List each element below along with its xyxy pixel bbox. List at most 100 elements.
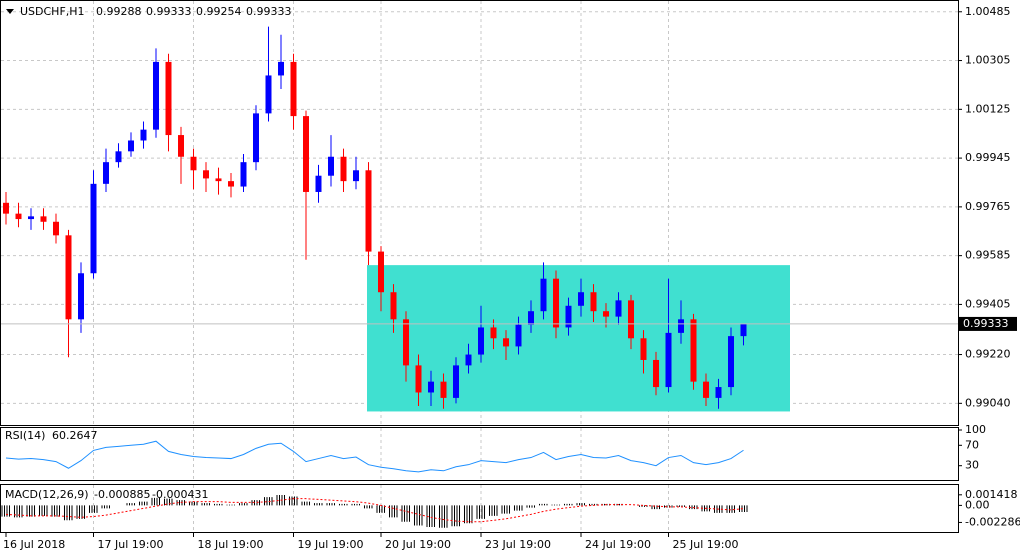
rsi-tick-label: 70 (965, 438, 979, 451)
candle-body (628, 300, 634, 339)
candle-body (278, 61, 284, 76)
candle-body (590, 292, 597, 312)
candle-body (353, 170, 359, 182)
x-tick-label: 16 Jul 2018 (3, 538, 65, 551)
candle-body (378, 251, 384, 293)
candle-body (365, 170, 372, 252)
x-tick-label: 18 Jul 19:00 (198, 538, 264, 551)
candle-body (290, 61, 297, 117)
rsi-line (5, 440, 744, 473)
rsi-panel (0, 427, 959, 481)
candle-body (15, 213, 22, 220)
candle-body (553, 278, 559, 328)
y-tick-label: 0.99405 (965, 297, 1011, 310)
rsi-tick-label: 30 (965, 459, 979, 472)
candle-body (53, 221, 59, 236)
candle-body (3, 202, 9, 214)
macd-tick-label: 0.001418 (965, 488, 1018, 501)
x-tick-label: 20 Jul 19:00 (385, 538, 451, 551)
x-tick-label: 25 Jul 19:00 (673, 538, 739, 551)
header-high: 0.99333 (146, 5, 192, 18)
candle-body (228, 181, 234, 187)
macd-panel (0, 484, 959, 533)
candle-body (140, 129, 147, 141)
macd-tick-label: 0.00 (965, 498, 990, 511)
candle-body (253, 113, 259, 163)
header-low: 0.99254 (196, 5, 242, 18)
candle-body (40, 216, 47, 222)
candle-body (703, 381, 709, 398)
candle-body (603, 311, 609, 317)
candle-body (440, 381, 447, 398)
candle-body (503, 338, 509, 347)
candle-body (678, 319, 684, 333)
candle-body (28, 216, 34, 220)
y-tick-label: 0.99040 (965, 396, 1011, 409)
candle-body (153, 61, 159, 130)
candle-body (453, 365, 459, 398)
rsi-tick-label: 100 (965, 423, 986, 436)
candle-body (240, 162, 247, 187)
rsi-name: RSI(14) (5, 429, 45, 442)
candle-body (103, 162, 109, 184)
y-tick-label: 0.99765 (965, 200, 1011, 213)
candle-body (303, 116, 309, 192)
candle-body (490, 327, 497, 339)
last-price-label: 0.99333 (963, 317, 1009, 330)
header-close: 0.99333 (246, 5, 292, 18)
candle-body (315, 175, 322, 192)
header-open: 0.99288 (96, 5, 142, 18)
candle-body (90, 183, 97, 274)
candle-body (390, 292, 397, 320)
y-tick-label: 1.00485 (965, 5, 1011, 18)
candle-body (478, 327, 484, 355)
y-tick-label: 0.99585 (965, 249, 1011, 262)
x-tick-label: 19 Jul 19:00 (298, 538, 364, 551)
candle-body (265, 75, 272, 114)
candle-body (653, 359, 659, 388)
candle-body (115, 151, 122, 163)
menu-arrow (6, 9, 14, 14)
candle-body (190, 156, 197, 171)
candle-body (640, 338, 647, 360)
candle-body (65, 235, 72, 320)
candle-body (203, 170, 209, 179)
candle-body (165, 61, 172, 136)
candle-body (740, 323, 747, 337)
candle-body (515, 324, 522, 347)
candle-body (665, 332, 672, 388)
candle-body (403, 319, 409, 366)
x-tick-label: 24 Jul 19:00 (585, 538, 651, 551)
y-tick-label: 1.00125 (965, 102, 1011, 115)
x-tick-label: 23 Jul 19:00 (485, 538, 551, 551)
last-price-box (959, 316, 1017, 331)
rsi-value: 60.2647 (52, 429, 98, 442)
candle-body (615, 300, 622, 317)
macd-signal-value: -0.000431 (152, 488, 208, 501)
macd-tick-label: -0.002286 (965, 515, 1020, 528)
x-tick-label: 17 Jul 19:00 (98, 538, 164, 551)
macd-name: MACD(12,26,9) (5, 488, 89, 501)
macd-value: -0.000885 (94, 488, 150, 501)
candle-body (78, 273, 84, 320)
main-panel (0, 0, 959, 426)
candle-body (328, 156, 334, 176)
candle-body (428, 381, 434, 393)
y-tick-label: 0.99220 (965, 348, 1011, 361)
candle-body (178, 135, 184, 157)
y-tick-label: 0.99945 (965, 151, 1011, 164)
candle-body (340, 156, 347, 182)
candle-body (715, 387, 722, 398)
candle-body (415, 365, 422, 393)
candle-body (578, 292, 584, 306)
candle-body (128, 140, 134, 152)
candle-body (215, 178, 222, 182)
candle-body (528, 311, 534, 325)
candle-body (690, 319, 697, 382)
candle-body (540, 278, 547, 312)
candle-body (465, 354, 472, 366)
y-tick-label: 1.00305 (965, 54, 1011, 67)
candle-body (565, 305, 572, 328)
candle-body (728, 336, 734, 388)
